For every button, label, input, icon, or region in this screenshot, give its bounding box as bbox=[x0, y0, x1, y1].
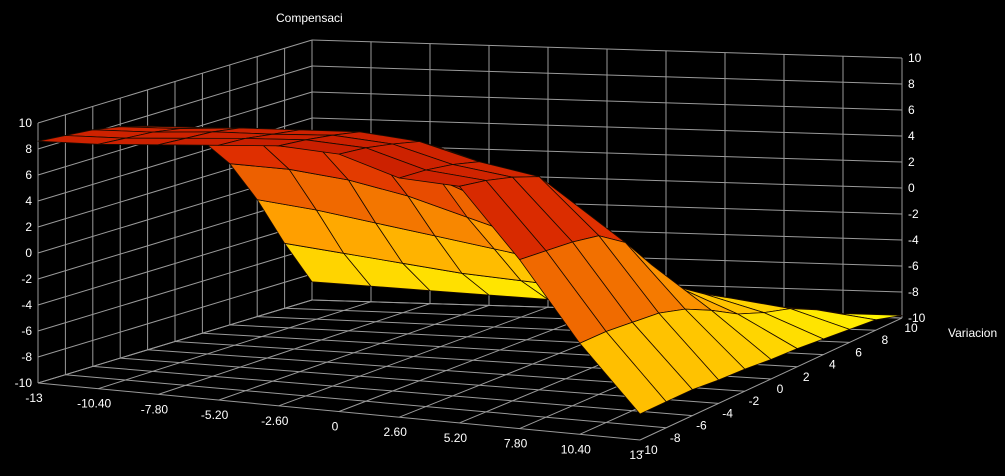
x-tick-2: -7.80 bbox=[141, 402, 169, 416]
z-axis-title: Compensaci bbox=[276, 11, 343, 25]
back-wall-hline-8 bbox=[311, 91, 903, 111]
z-tick-right-6: 2 bbox=[908, 155, 915, 169]
surface-layer bbox=[37, 125, 903, 415]
z-tick-left-0: -10 bbox=[15, 376, 33, 390]
floor-gridline-y-3 bbox=[120, 357, 719, 404]
z-tick-left-10: 10 bbox=[19, 116, 33, 130]
y-tick-7: 4 bbox=[829, 358, 836, 372]
z-tick-right-5: 0 bbox=[908, 181, 915, 195]
x-tick-10: 13 bbox=[629, 448, 643, 462]
back-wall-hline-9 bbox=[311, 65, 903, 85]
left-wall-hline-0 bbox=[37, 299, 313, 384]
left-wall-hline-1 bbox=[37, 273, 313, 358]
grid-layer bbox=[37, 39, 903, 441]
x-tick-1: -10.40 bbox=[77, 397, 111, 411]
x-tick-6: 2.60 bbox=[384, 425, 408, 439]
label-layer: -10-8-6-4-20246810-10-8-6-4-20246810-13-… bbox=[15, 51, 926, 462]
z-tick-left-3: -4 bbox=[21, 298, 32, 312]
z-tick-right-4: -2 bbox=[908, 207, 919, 221]
z-tick-left-2: -6 bbox=[21, 324, 32, 338]
z-tick-right-8: 6 bbox=[908, 103, 915, 117]
z-tick-left-6: 2 bbox=[25, 220, 32, 234]
z-tick-left-8: 6 bbox=[25, 168, 32, 182]
y-tick-3: -4 bbox=[722, 406, 733, 420]
surface-patch-0-9 bbox=[579, 331, 667, 415]
z-tick-right-1: -8 bbox=[908, 285, 919, 299]
x-tick-8: 7.80 bbox=[504, 437, 528, 451]
y-tick-4: -2 bbox=[748, 394, 759, 408]
y-tick-10: 10 bbox=[904, 321, 918, 335]
z-tick-right-0: -10 bbox=[908, 311, 926, 325]
y-tick-6: 2 bbox=[803, 370, 810, 384]
y-tick-0: -10 bbox=[640, 443, 658, 457]
y-tick-8: 6 bbox=[855, 345, 862, 359]
z-tick-left-4: -2 bbox=[21, 272, 32, 286]
y-tick-1: -8 bbox=[670, 431, 681, 445]
floor-gridline-y-1 bbox=[65, 374, 667, 429]
z-tick-right-3: -4 bbox=[908, 233, 919, 247]
y-axis-title: Variacion bbox=[948, 326, 997, 340]
back-wall-hline-7 bbox=[311, 117, 903, 137]
left-wall-hline-3 bbox=[37, 221, 313, 306]
floor-gridline-y-2 bbox=[92, 365, 693, 417]
x-tick-4: -2.60 bbox=[261, 414, 289, 428]
z-tick-right-7: 4 bbox=[908, 129, 915, 143]
x-tick-7: 5.20 bbox=[444, 431, 468, 445]
y-tick-9: 8 bbox=[881, 333, 888, 347]
z-tick-left-1: -8 bbox=[21, 350, 32, 364]
z-tick-left-9: 8 bbox=[25, 142, 32, 156]
floor-gridline-y-0 bbox=[37, 382, 641, 441]
y-tick-2: -6 bbox=[696, 419, 707, 433]
x-tick-5: 0 bbox=[332, 420, 339, 434]
z-tick-right-2: -6 bbox=[908, 259, 919, 273]
z-tick-left-7: 4 bbox=[25, 194, 32, 208]
back-wall-hline-10 bbox=[311, 39, 903, 59]
left-wall-hline-10 bbox=[37, 39, 313, 124]
z-tick-right-9: 8 bbox=[908, 77, 915, 91]
z-tick-left-5: 0 bbox=[25, 246, 32, 260]
z-tick-right-10: 10 bbox=[908, 51, 922, 65]
x-tick-9: 10.40 bbox=[561, 442, 591, 456]
x-tick-0: -13 bbox=[25, 391, 43, 405]
left-wall-hline-2 bbox=[37, 247, 313, 332]
x-tick-3: -5.20 bbox=[201, 408, 229, 422]
y-tick-5: 0 bbox=[777, 382, 784, 396]
